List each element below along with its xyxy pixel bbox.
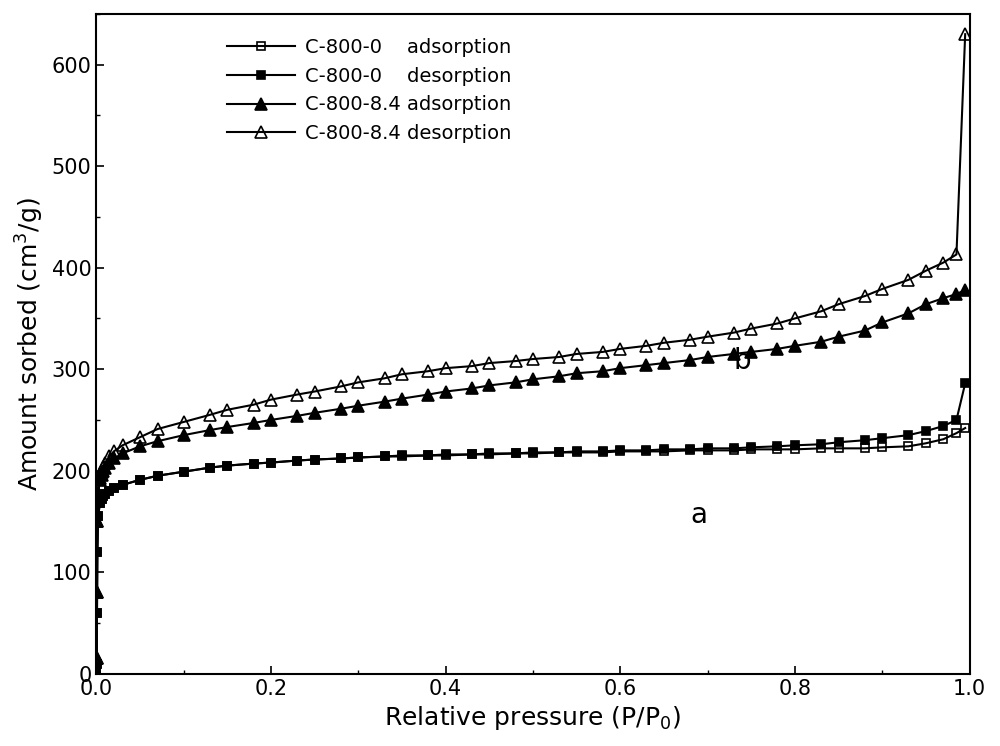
C-800-0    desorption <box>466 450 478 459</box>
C-800-8.4 adsorption <box>553 372 565 380</box>
Line: C-800-0    desorption: C-800-0 desorption <box>92 379 969 676</box>
C-800-0    adsorption <box>959 424 971 433</box>
C-800-0    adsorption <box>902 442 914 451</box>
C-800-8.4 adsorption <box>597 367 609 376</box>
Line: C-800-8.4 adsorption: C-800-8.4 adsorption <box>91 284 971 677</box>
C-800-8.4 adsorption <box>959 286 971 295</box>
C-800-0    desorption <box>902 430 914 439</box>
C-800-8.4 adsorption <box>92 489 104 498</box>
C-800-8.4 adsorption <box>396 394 408 403</box>
C-800-8.4 adsorption <box>90 667 102 676</box>
C-800-0    desorption <box>90 667 102 676</box>
C-800-8.4 desorption <box>92 489 104 498</box>
C-800-8.4 desorption <box>309 387 321 396</box>
Y-axis label: Amount sorbed (cm$^3$/g): Amount sorbed (cm$^3$/g) <box>14 197 46 491</box>
C-800-8.4 desorption <box>597 348 609 357</box>
Legend: C-800-0    adsorption, C-800-0    desorption, C-800-8.4 adsorption, C-800-8.4 de: C-800-0 adsorption, C-800-0 desorption, … <box>220 30 519 151</box>
Line: C-800-0    adsorption: C-800-0 adsorption <box>92 424 969 676</box>
C-800-8.4 desorption <box>959 30 971 39</box>
Line: C-800-8.4 desorption: C-800-8.4 desorption <box>91 28 971 677</box>
C-800-0    adsorption <box>597 448 609 457</box>
C-800-0    adsorption <box>265 458 277 467</box>
C-800-8.4 desorption <box>466 362 478 371</box>
C-800-8.4 desorption <box>265 395 277 404</box>
C-800-0    adsorption <box>396 452 408 461</box>
C-800-8.4 adsorption <box>902 309 914 318</box>
C-800-0    desorption <box>309 455 321 464</box>
C-800-8.4 desorption <box>902 275 914 284</box>
X-axis label: Relative pressure (P/P$_0$): Relative pressure (P/P$_0$) <box>384 704 681 732</box>
Text: b: b <box>734 347 751 375</box>
C-800-8.4 desorption <box>90 667 102 676</box>
C-800-0    desorption <box>265 458 277 467</box>
C-800-0    adsorption <box>90 667 102 676</box>
C-800-0    desorption <box>597 447 609 456</box>
C-800-0    desorption <box>959 379 971 388</box>
C-800-0    desorption <box>92 512 104 521</box>
C-800-8.4 adsorption <box>265 416 277 424</box>
C-800-0    adsorption <box>553 448 565 457</box>
C-800-0    adsorption <box>92 512 104 521</box>
Text: a: a <box>690 501 707 530</box>
